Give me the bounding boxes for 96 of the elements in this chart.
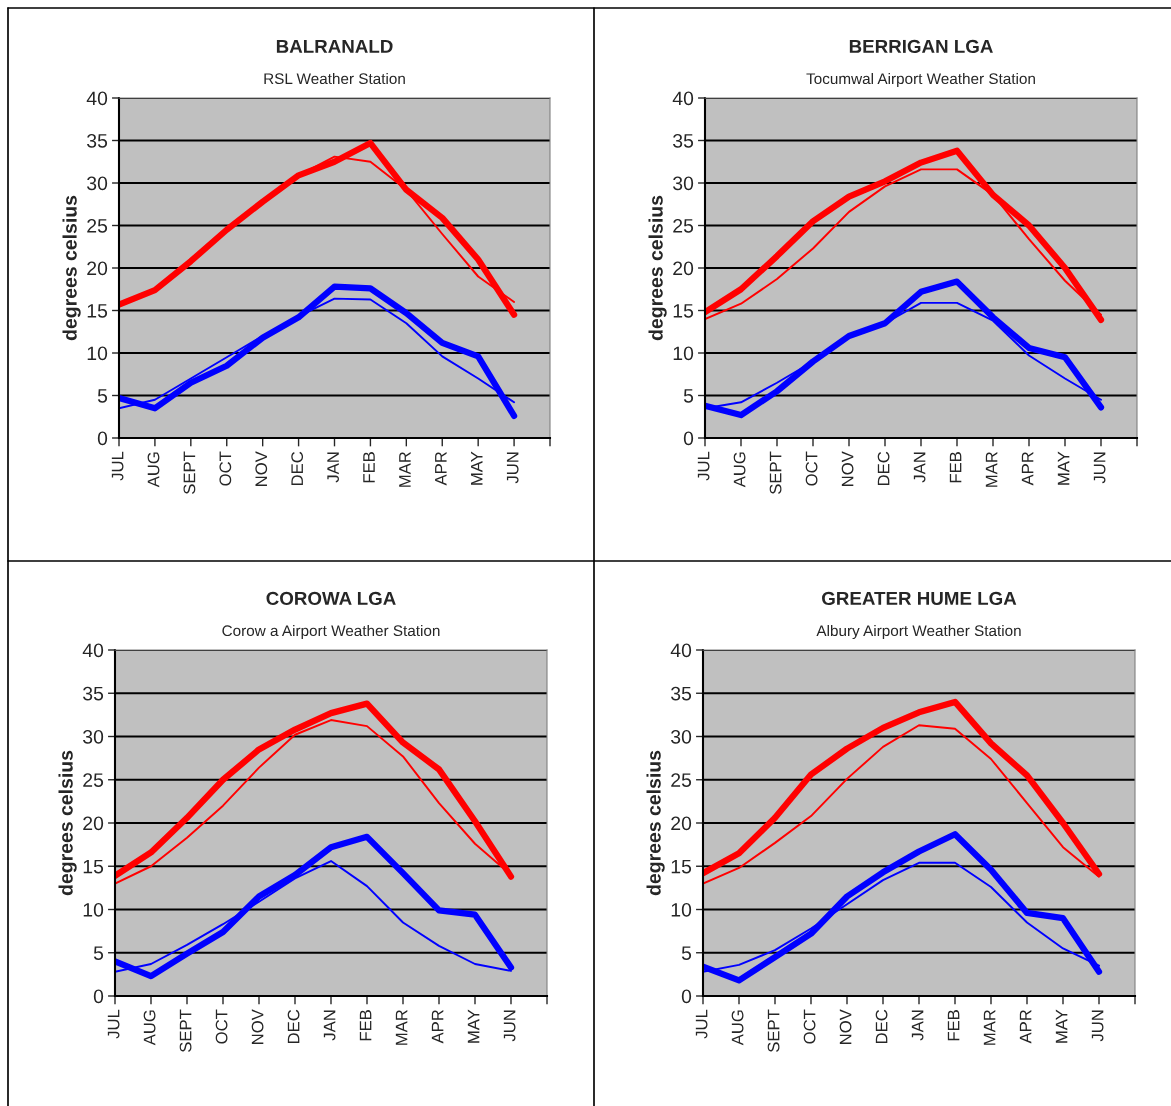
x-tick-label: FEB: [363, 452, 375, 483]
y-tick-label: 5: [683, 389, 694, 403]
y-axis-title: degrees celsius: [58, 750, 77, 896]
y-tick-label: 0: [97, 431, 108, 446]
chart-subtitle: Corow a Airport Weather Station: [222, 624, 440, 640]
y-tick-label: 20: [87, 261, 108, 276]
y-tick-label: 10: [83, 902, 104, 917]
y-tick-label: 0: [681, 989, 692, 1004]
x-tick-label: MAR: [395, 1009, 408, 1045]
x-tick-label: MAY: [467, 1009, 480, 1043]
x-tick-label: OCT: [805, 451, 818, 486]
y-tick-label: 10: [673, 346, 694, 361]
y-tick-label: 35: [671, 686, 692, 701]
x-tick-label: MAY: [1055, 1009, 1068, 1043]
y-tick-label: 5: [93, 946, 104, 960]
y-tick-label: 30: [83, 729, 104, 744]
y-axis-title: degrees celsius: [62, 195, 81, 341]
x-tick-label: FEB: [359, 1010, 372, 1041]
x-tick-label: MAY: [471, 451, 483, 485]
chart-subtitle: Tocumwal Airport Weather Station: [806, 72, 1035, 88]
y-tick-label: 5: [97, 389, 108, 403]
x-tick-label: JUN: [1091, 1010, 1104, 1042]
x-tick-label: JUL: [697, 451, 710, 481]
y-tick-label: 25: [83, 773, 104, 787]
x-tick-label: NOV: [251, 1009, 264, 1044]
y-tick-label: 30: [673, 176, 694, 191]
x-tick-label: SEPT: [179, 1009, 192, 1052]
chart-title: COROWA LGA: [266, 591, 396, 606]
x-tick-label: MAR: [985, 451, 998, 487]
y-tick-label: 5: [681, 946, 692, 960]
x-tick-label: AUG: [143, 1010, 156, 1046]
y-tick-label: 0: [683, 431, 694, 446]
y-tick-label: 35: [87, 133, 108, 148]
y-tick-label: 20: [671, 816, 692, 831]
y-tick-label: 20: [673, 261, 694, 276]
y-tick-label: 40: [82, 643, 104, 658]
x-tick-label: OCT: [803, 1009, 816, 1044]
y-tick-label: 40: [670, 643, 692, 658]
y-axis-title: degrees celsius: [646, 750, 665, 896]
y-tick-label: 40: [86, 91, 108, 106]
y-tick-label: 15: [673, 304, 694, 318]
y-tick-label: 15: [83, 859, 104, 874]
x-tick-label: JAN: [911, 1010, 924, 1041]
y-tick-label: 25: [671, 773, 692, 787]
x-tick-label: OCT: [219, 451, 232, 486]
x-tick-label: DEC: [291, 451, 304, 486]
x-tick-label: NOV: [255, 451, 268, 486]
x-tick-label: JUL: [111, 451, 124, 481]
x-tick-label: JUL: [107, 1009, 120, 1039]
x-tick-label: JUN: [506, 452, 519, 484]
x-tick-label: MAR: [983, 1009, 996, 1045]
x-tick-label: SEPT: [767, 1009, 780, 1052]
chart-subtitle: Albury Airport Weather Station: [816, 624, 1021, 640]
y-tick-label: 20: [83, 816, 104, 831]
y-tick-label: 30: [87, 176, 108, 191]
x-tick-label: JAN: [913, 452, 926, 483]
y-tick-label: 10: [671, 902, 692, 917]
x-tick-label: JUN: [1093, 452, 1106, 484]
y-tick-label: 0: [93, 989, 104, 1004]
x-tick-label: SEPT: [183, 451, 196, 494]
y-tick-label: 35: [673, 133, 694, 148]
x-tick-label: DEC: [287, 1009, 300, 1044]
x-tick-label: AUG: [733, 452, 746, 488]
x-tick-label: OCT: [215, 1009, 228, 1044]
chart-subtitle: RSL Weather Station: [264, 72, 405, 85]
x-tick-label: JAN: [327, 452, 339, 483]
y-tick-label: 25: [673, 218, 694, 233]
x-tick-label: APR: [1019, 1009, 1032, 1044]
x-tick-label: APR: [435, 451, 447, 486]
chart-title: BALRANALD: [276, 39, 393, 53]
x-tick-label: MAR: [399, 451, 411, 487]
x-tick-label: AUG: [731, 1010, 744, 1046]
x-tick-label: APR: [1021, 451, 1034, 486]
x-tick-label: NOV: [841, 451, 854, 486]
x-tick-label: JUN: [503, 1010, 516, 1042]
y-axis-title: degrees celsius: [648, 195, 667, 341]
y-tick-label: 35: [83, 686, 104, 701]
x-tick-label: JUL: [695, 1009, 708, 1039]
x-tick-label: AUG: [147, 452, 160, 488]
y-tick-label: 15: [671, 859, 692, 874]
x-tick-label: JAN: [323, 1010, 336, 1041]
x-tick-label: NOV: [839, 1009, 852, 1044]
y-tick-label: 10: [87, 346, 108, 361]
y-tick-label: 15: [87, 304, 108, 318]
y-tick-label: 30: [671, 729, 692, 744]
x-tick-label: FEB: [947, 1010, 960, 1041]
x-tick-label: MAY: [1057, 451, 1070, 485]
x-tick-label: FEB: [949, 452, 962, 483]
x-tick-label: APR: [431, 1009, 444, 1044]
chart-title: BERRIGAN LGA: [849, 39, 993, 54]
x-tick-label: DEC: [875, 1009, 888, 1044]
x-tick-label: DEC: [877, 451, 890, 486]
chart-title: GREATER HUME LGA: [822, 591, 1017, 606]
x-tick-label: SEPT: [769, 451, 782, 494]
y-tick-label: 40: [672, 91, 694, 106]
y-tick-label: 25: [87, 218, 108, 233]
